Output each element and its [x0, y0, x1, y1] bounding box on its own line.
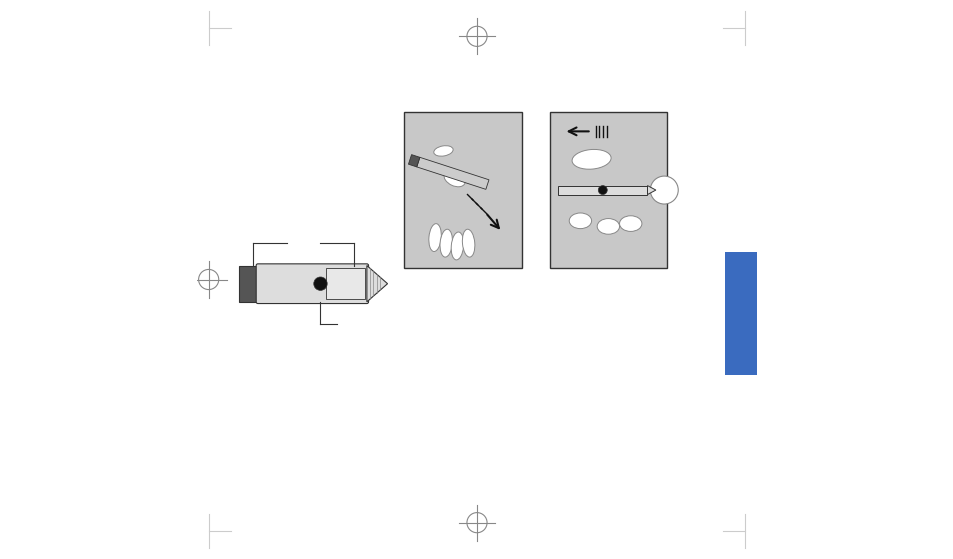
Circle shape [314, 277, 327, 291]
Polygon shape [416, 157, 489, 190]
FancyBboxPatch shape [724, 252, 756, 375]
Ellipse shape [618, 216, 641, 231]
FancyBboxPatch shape [326, 268, 365, 299]
Polygon shape [367, 266, 387, 302]
FancyBboxPatch shape [256, 264, 368, 304]
Ellipse shape [462, 229, 475, 257]
FancyBboxPatch shape [404, 112, 521, 268]
Ellipse shape [572, 149, 611, 169]
Polygon shape [647, 186, 656, 195]
Ellipse shape [429, 224, 441, 252]
FancyBboxPatch shape [549, 112, 666, 268]
Ellipse shape [569, 213, 591, 229]
Circle shape [650, 176, 678, 204]
FancyBboxPatch shape [558, 186, 647, 195]
Ellipse shape [434, 146, 453, 156]
Ellipse shape [443, 171, 465, 187]
Ellipse shape [439, 229, 452, 257]
Polygon shape [408, 155, 419, 167]
Circle shape [598, 186, 607, 195]
FancyBboxPatch shape [239, 266, 258, 302]
Ellipse shape [597, 219, 618, 234]
Ellipse shape [451, 232, 463, 260]
